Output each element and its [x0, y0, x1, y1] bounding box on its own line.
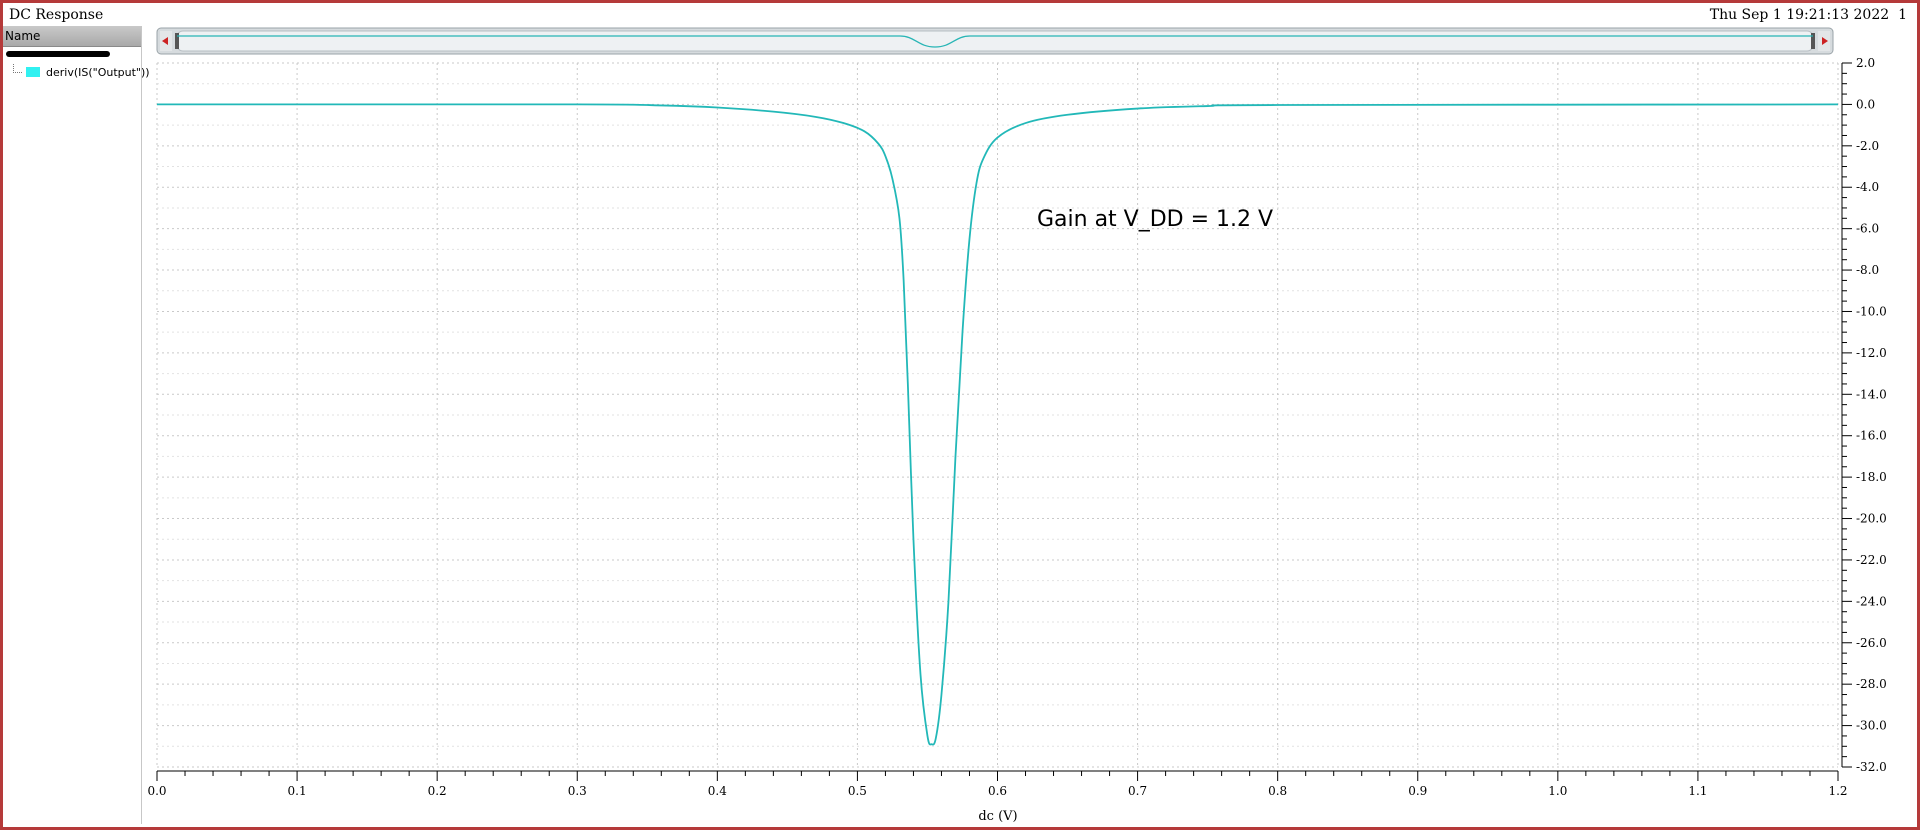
- x-tick-label: 1.2: [1828, 784, 1847, 798]
- x-tick-label: 0.9: [1408, 784, 1427, 798]
- window-title: DC Response: [9, 7, 104, 23]
- trace-label: deriv(IS("Output")): [46, 65, 150, 79]
- x-tick-label: 0.5: [848, 784, 867, 798]
- page-number: 1: [1898, 7, 1907, 23]
- x-tick-label: 0.4: [708, 784, 727, 798]
- y-tick-label: -28.0: [1856, 677, 1887, 691]
- y-tick-label: -26.0: [1856, 636, 1887, 650]
- y-tick-label: -14.0: [1856, 387, 1887, 401]
- y-tick-label: 0.0: [1856, 97, 1875, 111]
- y-tick-label: -4.0: [1856, 180, 1879, 194]
- x-tick-label: 0.7: [1128, 784, 1147, 798]
- trace-color-swatch: [26, 67, 40, 77]
- scroll-left-arrow-icon: [162, 37, 168, 45]
- sidebar-name-header[interactable]: Name: [3, 26, 141, 47]
- trace-sidebar: Name deriv(IS("Output")): [3, 26, 150, 824]
- x-axis-label: dc (V): [978, 809, 1017, 824]
- x-tick-label: 0.8: [1268, 784, 1287, 798]
- trace-list-item[interactable]: deriv(IS("Output")): [13, 63, 150, 80]
- x-tick-label: 0.1: [288, 784, 307, 798]
- series-line: [156, 103, 1839, 746]
- y-tick-label: -30.0: [1856, 719, 1887, 733]
- tree-branch-icon: [13, 63, 22, 73]
- y-tick-label: -24.0: [1856, 594, 1887, 608]
- y-tick-label: -6.0: [1856, 222, 1879, 236]
- x-tick-label: 0.0: [147, 784, 166, 798]
- series: [156, 103, 1839, 746]
- y-tick-label: -22.0: [1856, 553, 1887, 567]
- x-tick-label: 1.0: [1548, 784, 1567, 798]
- chart-annotation: Gain at V_DD = 1.2 V: [1037, 207, 1273, 232]
- sidebar-separator: [6, 51, 110, 57]
- timestamp-header: Thu Sep 1 19:21:13 2022 1: [1710, 7, 1907, 23]
- scroll-left-handle[interactable]: [175, 33, 179, 49]
- y-tick-label: -18.0: [1856, 470, 1887, 484]
- y-tick-label: -12.0: [1856, 346, 1887, 360]
- y-tick-label: -8.0: [1856, 263, 1879, 277]
- scroll-right-handle[interactable]: [1811, 33, 1815, 49]
- x-tick-label: 0.6: [988, 784, 1007, 798]
- overview-trace: [177, 35, 1813, 48]
- axes: 0.0 0.1 0.2 0.3 0.4 0.5 0.6 0.7 0.8 0.9 1.0 1.1 1.2 2…: [147, 56, 1886, 798]
- grid: [156, 62, 1839, 768]
- x-tick-label: 0.2: [428, 784, 447, 798]
- timestamp: Thu Sep 1 19:21:13 2022: [1709, 7, 1890, 23]
- y-tick-label: -32.0: [1856, 760, 1887, 774]
- y-tick-label: 2.0: [1856, 56, 1875, 70]
- overview-scrollbar[interactable]: [156, 27, 1834, 55]
- x-tick-label: 0.3: [568, 784, 587, 798]
- y-tick-label: -16.0: [1856, 429, 1887, 443]
- y-tick-label: -20.0: [1856, 512, 1887, 526]
- x-tick-label: 1.1: [1688, 784, 1707, 798]
- y-tick-label: -2.0: [1856, 139, 1879, 153]
- scroll-right-arrow-icon: [1822, 37, 1828, 45]
- y-tick-label: -10.0: [1856, 304, 1887, 318]
